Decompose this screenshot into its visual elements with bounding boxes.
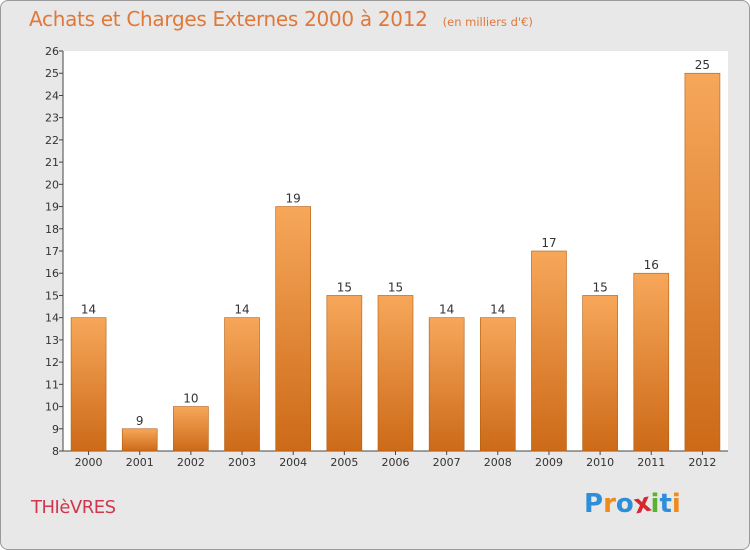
chart-title-row: Achats et Charges Externes 2000 à 2012 (…	[29, 7, 533, 31]
x-tick-label: 2005	[330, 456, 358, 469]
y-tick-label: 19	[45, 201, 59, 214]
x-axis: 2000 2001 2002 2003 2004 2005 2006 2007 2008 2009…	[63, 450, 728, 469]
logo-letter: t	[659, 489, 672, 519]
x-tick-label: 2011	[637, 456, 665, 469]
y-tick-label: 17	[45, 245, 59, 258]
data-label-2001: 9	[136, 414, 144, 428]
bar-2008	[480, 317, 516, 452]
logo-letter: i	[671, 489, 681, 519]
y-tick-label: 20	[45, 178, 59, 191]
y-tick-label: 26	[45, 45, 59, 58]
commune-name: THIèVRES	[31, 497, 116, 518]
y-axis: 8 9 10 11 12 13 14 15 16 17 18 19 20 21 22 23 24 25 26	[45, 45, 64, 458]
bar-2010	[582, 295, 618, 452]
data-label-2011: 16	[644, 258, 659, 272]
data-label-2012: 25	[695, 58, 710, 72]
data-label-2009: 17	[541, 236, 556, 250]
y-tick-label: 11	[45, 378, 59, 391]
data-label-2003: 14	[234, 303, 249, 317]
data-labels: 14 9 10 14 19 15 15 14 14 17 15 16 25	[81, 58, 710, 428]
y-tick-label: 25	[45, 67, 59, 80]
bar-2006	[377, 295, 414, 452]
y-tick-label: 14	[45, 312, 59, 325]
bar-2001	[121, 428, 158, 452]
data-label-2008: 14	[490, 303, 505, 317]
data-label-2002: 10	[183, 392, 198, 406]
bar-2003	[224, 317, 260, 452]
x-tick-label: 2003	[228, 456, 256, 469]
logo-letter: o	[615, 489, 634, 519]
y-tick-label: 12	[45, 356, 59, 369]
y-tick-label: 13	[45, 334, 59, 347]
data-label-2007: 14	[439, 303, 454, 317]
bar-2004	[275, 206, 311, 452]
logo-letter: P	[584, 489, 604, 519]
bar-2012	[684, 72, 721, 452]
x-tick-label: 2012	[688, 456, 716, 469]
bar-2011	[633, 272, 670, 452]
x-tick-label: 2008	[484, 456, 512, 469]
data-label-2005: 15	[337, 280, 352, 294]
chart-subtitle: (en milliers d'€)	[442, 15, 533, 29]
x-tick-label: 2001	[126, 456, 154, 469]
y-tick-label: 22	[45, 134, 59, 147]
y-tick-label: 15	[45, 289, 59, 302]
x-tick-label: 2004	[279, 456, 307, 469]
bar-2005	[326, 295, 363, 452]
y-tick-label: 18	[45, 223, 59, 236]
x-tick-label: 2007	[433, 456, 461, 469]
bar-series	[70, 72, 721, 452]
x-tick-label: 2010	[586, 456, 614, 469]
data-label-2006: 15	[388, 280, 403, 294]
data-label-2000: 14	[81, 303, 96, 317]
x-tick-label: 2009	[535, 456, 563, 469]
y-tick-label: 24	[45, 89, 59, 102]
x-tick-label: 2006	[382, 456, 410, 469]
bar-2002	[173, 406, 209, 452]
bar-2007	[428, 317, 465, 452]
logo-letter: r	[603, 489, 616, 519]
y-tick-label: 10	[45, 401, 59, 414]
proxiti-logo[interactable]: Proxiti	[584, 488, 681, 521]
y-tick-label: 8	[52, 445, 59, 458]
bar-2000	[70, 317, 107, 452]
logo-letter: i	[650, 489, 660, 519]
x-tick-label: 2000	[75, 456, 103, 469]
bar-2009	[531, 250, 567, 452]
data-label-2004: 19	[286, 192, 301, 206]
y-tick-label: 23	[45, 112, 59, 125]
data-label-2010: 15	[592, 280, 607, 294]
y-tick-label: 21	[45, 156, 59, 169]
x-tick-label: 2002	[177, 456, 205, 469]
y-tick-label: 9	[52, 423, 59, 436]
chart-title: Achats et Charges Externes 2000 à 2012	[29, 7, 428, 31]
y-tick-label: 16	[45, 267, 59, 280]
